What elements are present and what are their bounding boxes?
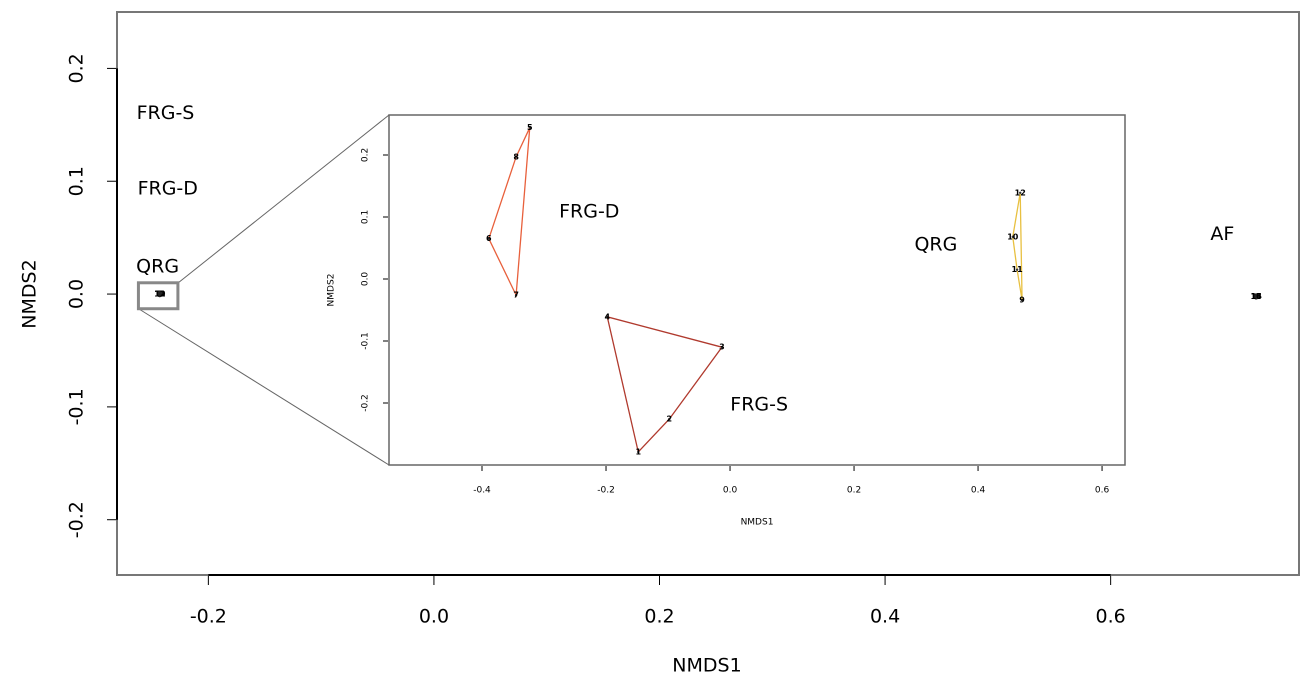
group-label: FRG-D [138,178,198,200]
inset-frame [388,114,1126,466]
x-tick-label: -0.4 [473,486,491,496]
point [1253,293,1260,300]
x-tick-label: 0.6 [1096,606,1126,628]
point [606,315,609,319]
group-label: AF [1210,223,1234,245]
point [720,345,724,349]
point-label: 7 [513,291,519,300]
y-tick-label: -0.2 [66,501,88,538]
x-tick-label: -0.2 [190,606,227,628]
x-tick-label: 0.4 [971,486,986,496]
y-tick-label: 0.1 [66,166,88,196]
x-tick-label: 0.0 [419,606,449,628]
y-tick-label: -0.1 [361,332,371,350]
point-label: 8 [513,152,519,161]
point [514,155,518,159]
x-tick-label: 0.4 [870,606,900,628]
point-label: 2 [666,415,672,424]
zoom-connector [138,308,390,466]
y-tick-label: -0.2 [361,394,371,412]
point-label: 1 [635,447,641,456]
point-label: 3 [719,343,725,352]
point-label: 5 [527,123,533,132]
point-label: 4 [604,312,610,321]
point [528,126,531,129]
point-label: 9 [1019,296,1025,305]
inset-x-axis-label: NMDS1 [741,518,774,528]
group-label: QRG [914,233,957,255]
group-label: QRG [136,255,179,277]
y-axis-label: NMDS2 [19,259,41,328]
point-label: 6 [486,234,492,243]
y-tick-label: 0.2 [361,148,371,162]
x-axis-label: NMDS1 [672,655,741,677]
group-label: FRG-S [137,102,195,124]
y-tick-label: 0.1 [361,210,371,224]
zoom-box [136,281,180,311]
point [1011,235,1014,239]
y-tick-label: -0.1 [66,388,88,425]
point-label: 11 [1012,265,1024,274]
point [668,417,671,421]
x-tick-label: 0.2 [644,606,674,628]
zoom-connector [177,114,390,284]
point [637,450,640,454]
point [1020,298,1024,302]
point-label: 12 [154,290,165,299]
point-label: 16 [1251,292,1263,301]
point-label: 10 [1007,232,1019,241]
point [1019,191,1022,195]
inset-y-axis-label: NMDS2 [327,274,337,307]
point [487,237,491,240]
point [514,293,518,297]
x-tick-label: 0.6 [1095,486,1110,496]
group-label: FRG-D [559,201,619,223]
y-tick-label: 0.0 [66,279,88,309]
x-tick-label: 0.0 [723,486,738,496]
group-label: FRG-S [730,393,788,415]
y-tick-label: 0.2 [66,53,88,83]
point [1015,268,1019,271]
point-label: 12 [1015,188,1026,197]
x-tick-label: 0.2 [847,486,861,496]
point [156,291,163,298]
x-tick-label: -0.2 [597,486,615,496]
y-tick-label: 0.0 [361,272,371,287]
